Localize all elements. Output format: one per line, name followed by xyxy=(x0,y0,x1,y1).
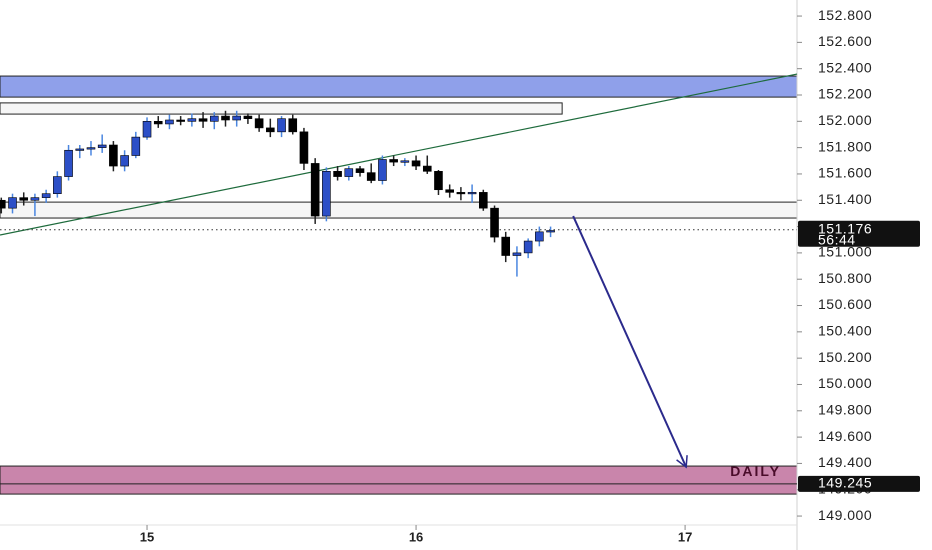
candle-body xyxy=(299,131,309,164)
candle-body xyxy=(366,172,376,181)
candle-body xyxy=(97,144,107,148)
candle-body xyxy=(232,115,241,121)
trendline xyxy=(0,73,798,236)
candle-body xyxy=(310,163,320,217)
candle-body xyxy=(41,193,51,198)
candle-body xyxy=(243,115,253,119)
candle-body xyxy=(288,118,298,133)
candle-body xyxy=(187,118,197,122)
candle-body xyxy=(86,147,96,150)
candle-body xyxy=(434,171,443,191)
candle-body xyxy=(277,118,286,133)
candle-body xyxy=(221,115,230,121)
x-tick-label: 16 xyxy=(409,529,423,544)
y-tick-label: 151.800 xyxy=(818,138,872,154)
zone xyxy=(0,75,798,98)
candle-body xyxy=(198,118,208,122)
zone-label: DAILY xyxy=(730,463,781,479)
y-tick-label: 149.800 xyxy=(818,401,872,417)
candle-body xyxy=(512,252,522,256)
candle-body xyxy=(445,189,454,193)
y-tick-label: 150.200 xyxy=(818,349,872,365)
y-tick-label: 150.000 xyxy=(818,375,872,391)
candle-body xyxy=(479,192,488,209)
last-price-box xyxy=(798,220,920,247)
y-tick-label: 152.000 xyxy=(818,112,872,128)
y-tick-label: 149.000 xyxy=(818,507,872,523)
zone xyxy=(0,201,798,219)
last-price-label: 151.176 xyxy=(818,220,872,236)
x-tick-label: 15 xyxy=(140,529,154,544)
y-tick-label: 151.400 xyxy=(818,191,872,207)
candle-body xyxy=(8,197,17,209)
candle-body xyxy=(254,118,264,129)
candle-body xyxy=(467,192,477,195)
marker-price-box xyxy=(798,475,920,492)
y-tick-label: 152.200 xyxy=(818,86,872,102)
candle-body xyxy=(0,199,6,209)
zone xyxy=(0,465,798,495)
y-tick-label: 152.600 xyxy=(818,33,872,49)
candle-body xyxy=(389,159,398,163)
candle-body xyxy=(64,149,73,177)
candle-body xyxy=(209,115,219,122)
candle-body xyxy=(411,160,421,167)
candle-body xyxy=(266,127,275,133)
candle-body xyxy=(400,160,410,163)
y-tick-label: 150.800 xyxy=(818,270,872,286)
y-tick-label: 152.400 xyxy=(818,59,872,75)
candle-body xyxy=(535,231,544,242)
arrow-head xyxy=(676,455,688,469)
candle-body xyxy=(355,168,365,173)
candle-body xyxy=(546,230,555,233)
candle-body xyxy=(490,207,499,238)
candle-body xyxy=(30,197,40,201)
candle-body xyxy=(422,165,432,172)
candle-body xyxy=(131,136,141,156)
candle-body xyxy=(53,176,62,194)
candle-body xyxy=(142,121,152,138)
candle-body xyxy=(501,236,511,256)
y-tick-label: 149.400 xyxy=(818,454,872,470)
y-tick-label: 152.800 xyxy=(818,7,872,23)
candle-body xyxy=(322,171,331,217)
candle-body xyxy=(109,144,118,167)
x-tick-label: 17 xyxy=(678,529,692,544)
candle-body xyxy=(165,119,174,125)
arrow xyxy=(572,215,688,468)
candle-body xyxy=(333,171,342,177)
candle-body xyxy=(153,121,163,125)
candle-body xyxy=(176,119,185,122)
candle-body xyxy=(523,240,533,254)
y-tick-label: 151.600 xyxy=(818,165,872,181)
y-tick-label: 150.600 xyxy=(818,296,872,312)
candle-body xyxy=(378,159,387,181)
y-tick-label: 151.000 xyxy=(818,244,872,260)
candle-body xyxy=(344,168,354,177)
candle-body xyxy=(120,155,129,167)
y-tick-label: 150.400 xyxy=(818,323,872,339)
candle-body xyxy=(75,148,85,151)
marker-price-label: 149.245 xyxy=(818,475,872,491)
zone xyxy=(0,102,563,115)
countdown-label: 56:44 xyxy=(818,231,856,247)
candle-body xyxy=(19,197,29,201)
candle-body xyxy=(456,192,466,195)
y-tick-label: 149.600 xyxy=(818,428,872,444)
